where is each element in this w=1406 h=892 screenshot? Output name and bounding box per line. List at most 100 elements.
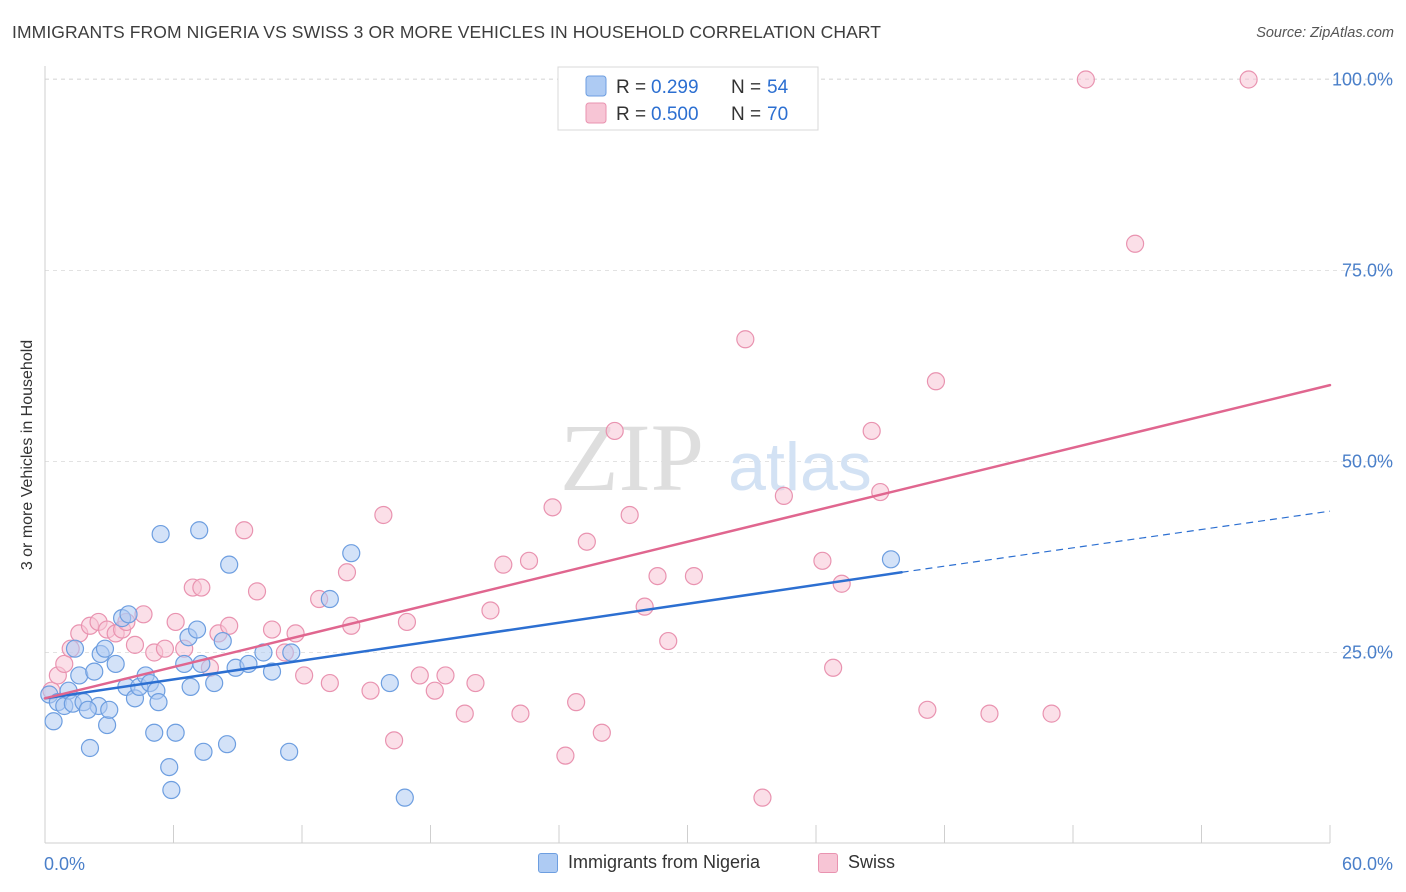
data-point-swiss <box>455 704 474 723</box>
data-point-swiss <box>635 597 654 616</box>
data-point-swiss <box>918 700 937 719</box>
data-point-nigeria <box>187 620 207 639</box>
legend-item-nigeria: Immigrants from Nigeria <box>538 852 760 873</box>
legend-swatch-blue <box>585 75 607 97</box>
data-point-swiss <box>605 421 624 441</box>
legend-r-value-blue: 0.299 <box>651 77 699 98</box>
data-point-swiss <box>519 551 539 570</box>
data-point-nigeria <box>70 666 89 685</box>
data-point-swiss <box>577 532 596 551</box>
data-point-nigeria <box>106 654 125 674</box>
axes <box>44 66 1331 844</box>
legend-n-label-pink: N = <box>731 104 761 125</box>
legend-top: R = 0.299 N = 54 R = 0.500 N = 70 <box>557 66 819 131</box>
data-point-swiss <box>262 620 282 639</box>
trend-line-nigeria <box>43 571 903 700</box>
data-point-swiss <box>592 723 611 742</box>
data-point-swiss <box>337 563 357 582</box>
data-point-nigeria <box>98 715 117 735</box>
data-point-nigeria <box>282 643 301 662</box>
data-point-nigeria <box>217 735 237 754</box>
data-point-swiss <box>1239 70 1258 89</box>
data-point-swiss <box>567 693 586 712</box>
legend-n-value-pink: 70 <box>767 104 788 125</box>
source-credit: Source: ZipAtlas.com <box>1256 25 1394 41</box>
legend-swatch-nigeria <box>538 852 558 873</box>
data-point-swiss <box>436 666 455 685</box>
data-point-nigeria <box>100 700 119 719</box>
legend-r-label-blue: R = <box>616 77 646 98</box>
data-point-nigeria <box>881 550 901 569</box>
data-point-swiss <box>1076 70 1095 89</box>
data-point-nigeria <box>78 700 97 719</box>
data-point-swiss <box>1126 234 1145 253</box>
data-point-swiss <box>753 788 772 807</box>
x-tick-label: 60.0% <box>1342 854 1393 874</box>
data-point-nigeria <box>65 639 85 658</box>
y-tick-labels: 25.0% 50.0% 75.0% 100.0% <box>1332 70 1393 663</box>
trend-lines <box>43 383 1332 700</box>
x-tick-label: 0.0% <box>44 854 85 874</box>
data-point-nigeria <box>80 738 100 758</box>
data-point-swiss <box>813 551 832 570</box>
data-point-nigeria <box>160 757 179 777</box>
legend-item-swiss: Swiss <box>818 852 895 873</box>
data-point-nigeria <box>145 723 164 742</box>
grid-lines <box>45 78 1392 653</box>
data-point-swiss <box>736 330 755 349</box>
data-point-swiss <box>192 578 211 597</box>
data-point-nigeria <box>213 631 232 651</box>
data-point-swiss <box>425 681 444 700</box>
watermark: ZIP atlas <box>560 404 872 511</box>
data-point-swiss <box>824 658 843 677</box>
data-point-swiss <box>410 666 429 685</box>
data-point-swiss <box>494 555 513 574</box>
x-tick-labels: 0.0% 60.0% <box>44 854 1393 874</box>
data-point-swiss <box>220 616 239 635</box>
y-tick-label: 75.0% <box>1342 261 1393 281</box>
legend-n-value-blue: 54 <box>767 77 789 98</box>
data-point-nigeria <box>320 589 339 609</box>
chart-title: IMMIGRANTS FROM NIGERIA VS SWISS 3 OR MO… <box>12 22 882 42</box>
legend-swatch-pink <box>585 102 607 124</box>
data-point-swiss <box>926 372 946 391</box>
legend-label-nigeria: Immigrants from Nigeria <box>568 852 761 872</box>
data-point-swiss <box>55 654 74 674</box>
data-point-swiss <box>980 704 999 723</box>
trend-line-swiss <box>43 383 1332 700</box>
data-point-nigeria <box>395 788 414 807</box>
data-point-nigeria <box>181 677 200 696</box>
data-point-swiss <box>620 505 639 525</box>
data-point-swiss <box>659 631 678 651</box>
watermark-zip: ZIP <box>560 404 704 511</box>
data-point-swiss <box>361 681 380 700</box>
data-point-swiss <box>543 498 562 517</box>
data-point-swiss <box>832 574 851 593</box>
data-point-nigeria <box>166 723 185 742</box>
watermark-atlas: atlas <box>728 429 872 505</box>
series-nigeria-points <box>40 521 901 807</box>
data-point-swiss <box>511 704 530 723</box>
data-point-swiss <box>247 582 267 601</box>
data-point-nigeria <box>44 712 63 731</box>
legend-r-label-pink: R = <box>616 104 646 125</box>
legend-swatch-swiss <box>818 852 838 873</box>
data-point-nigeria <box>119 605 138 624</box>
data-point-swiss <box>235 521 254 540</box>
data-point-swiss <box>1042 704 1061 723</box>
data-point-nigeria <box>280 742 299 761</box>
legend-bottom: Immigrants from Nigeria Swiss <box>0 852 1406 878</box>
data-point-swiss <box>295 666 314 685</box>
trend-line-nigeria-extension <box>901 510 1331 573</box>
data-point-nigeria <box>205 673 224 693</box>
data-point-swiss <box>397 612 417 632</box>
data-point-nigeria <box>190 521 209 540</box>
data-point-swiss <box>481 601 500 620</box>
data-point-nigeria <box>149 693 168 712</box>
y-tick-label: 25.0% <box>1342 643 1393 663</box>
data-point-swiss <box>774 486 793 505</box>
data-point-swiss <box>166 612 185 632</box>
data-point-nigeria <box>262 662 282 681</box>
legend-n-label-blue: N = <box>731 77 761 98</box>
data-point-nigeria <box>151 524 170 544</box>
